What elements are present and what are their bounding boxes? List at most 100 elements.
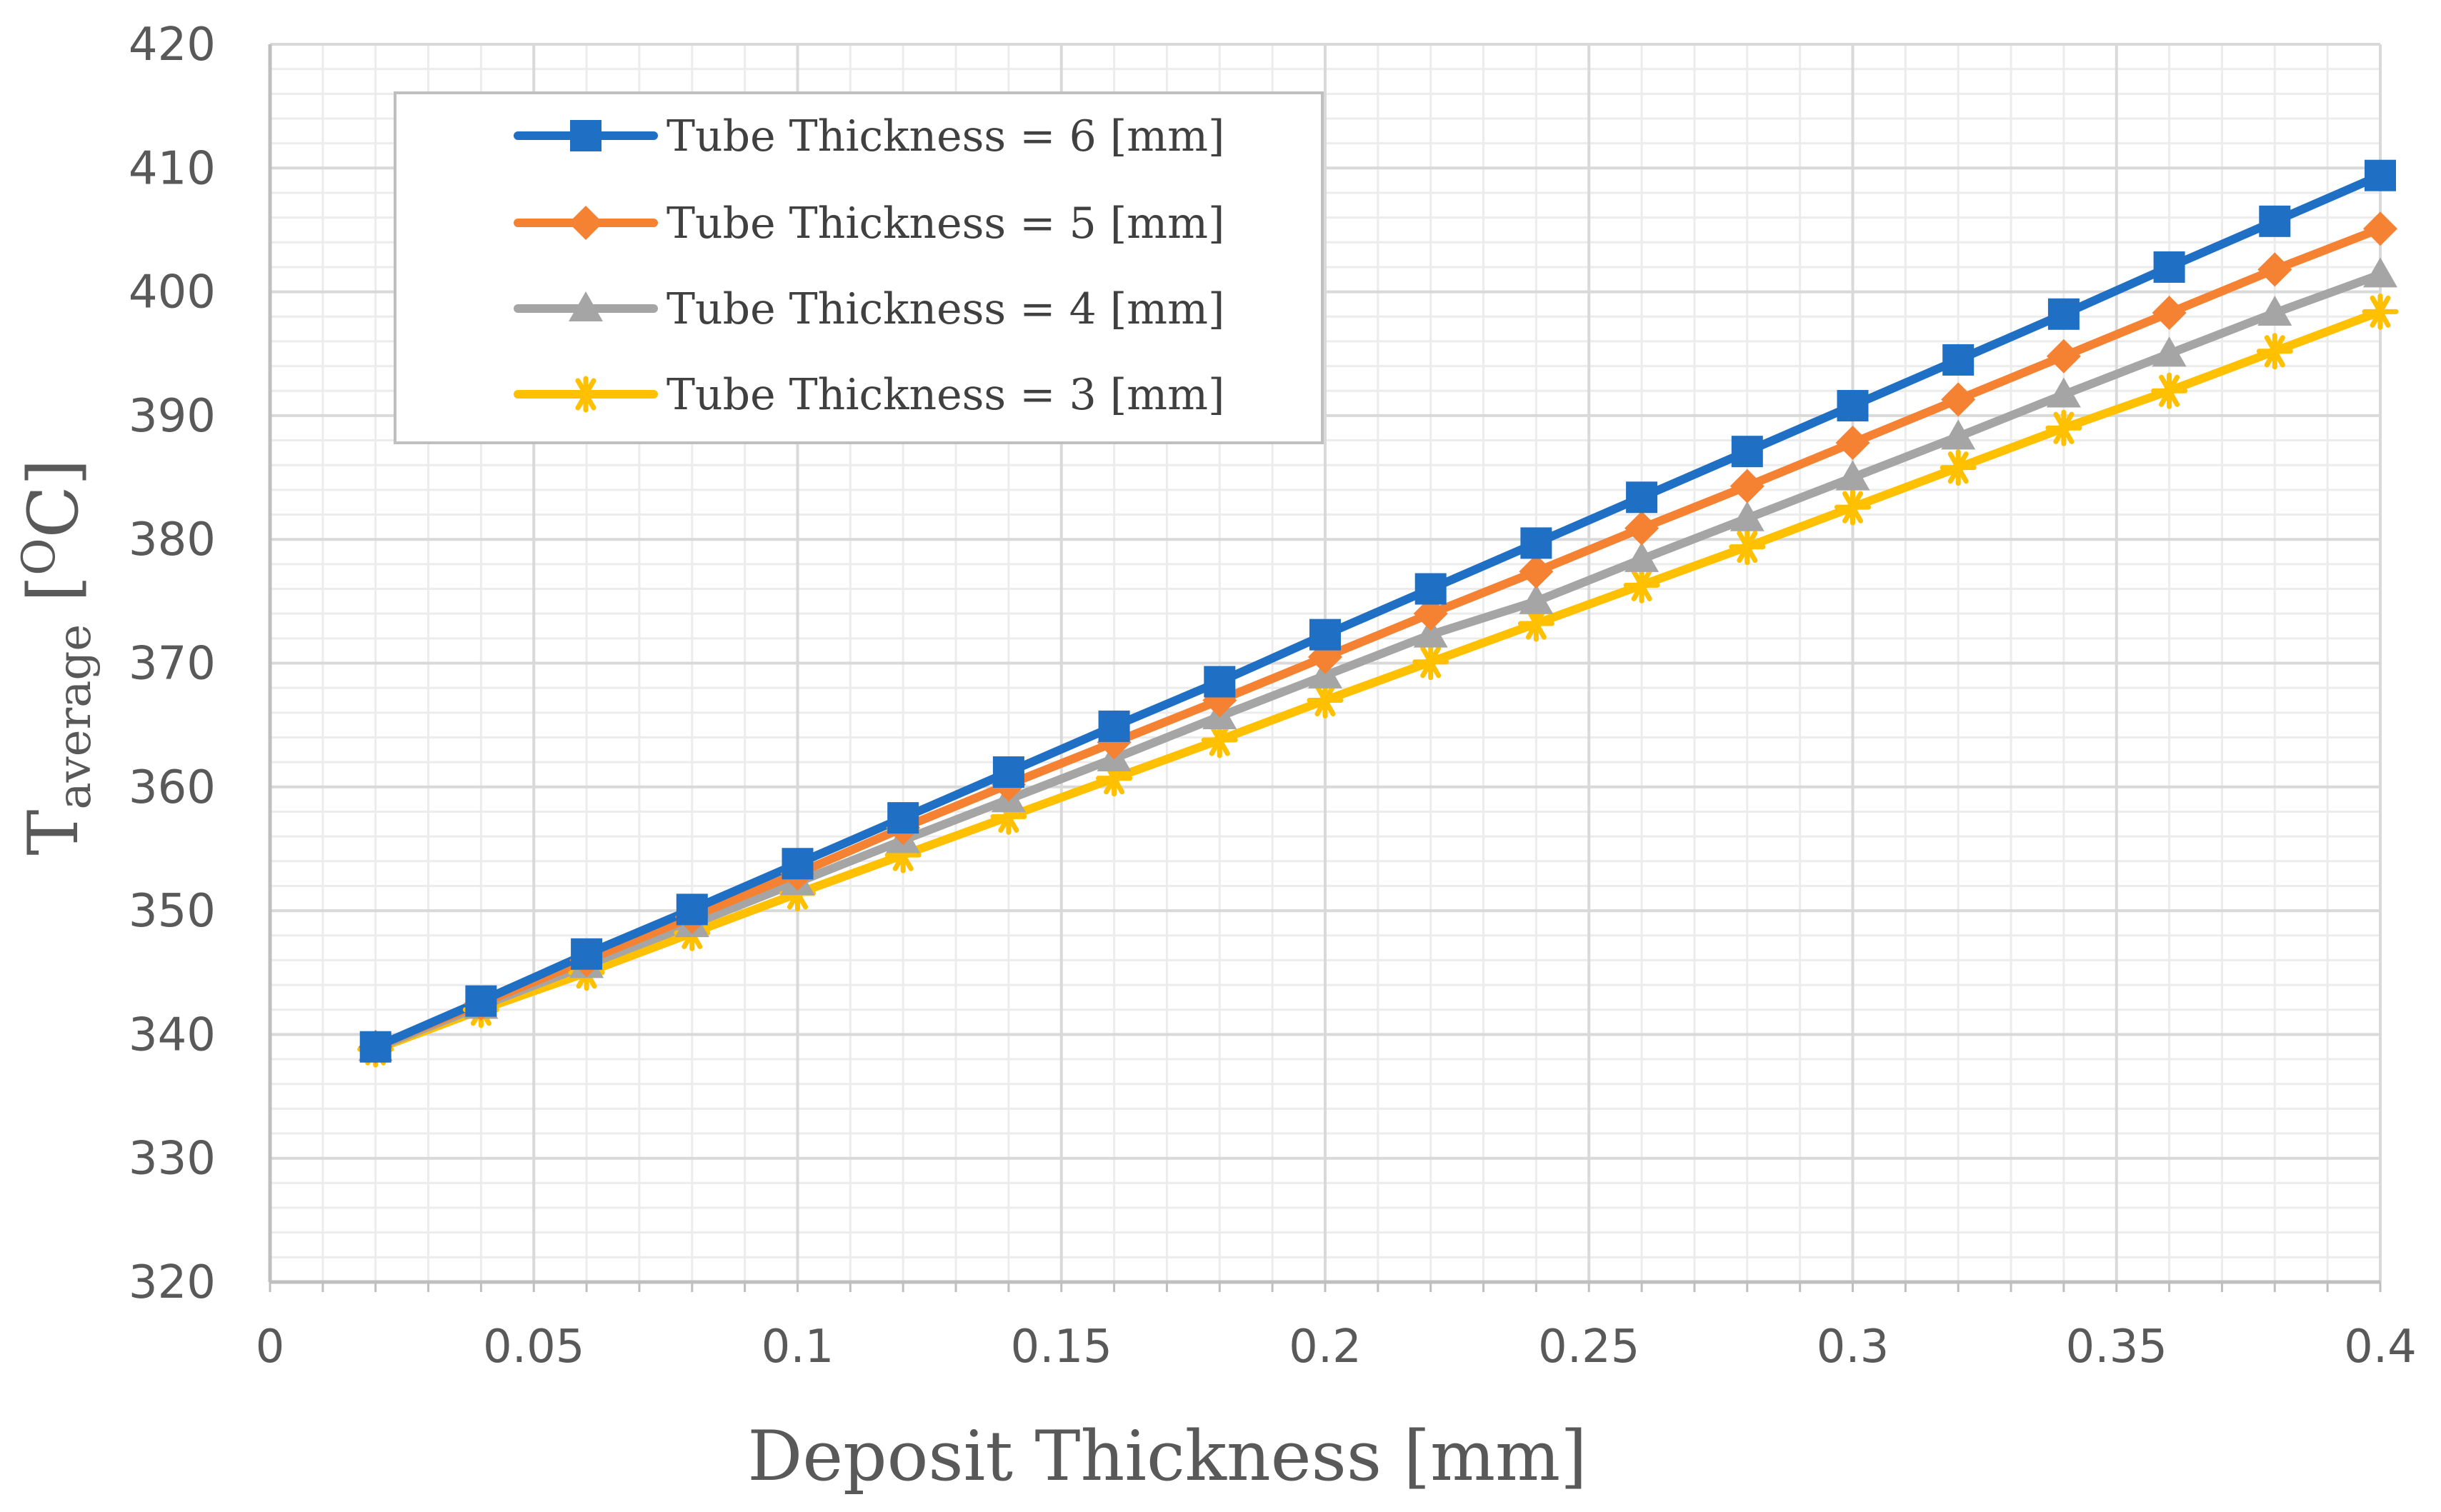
y-axis-title: Taverage [OC] <box>13 459 101 855</box>
y-tick-label: 360 <box>129 761 216 814</box>
data-point-marker <box>2045 409 2082 446</box>
data-point-marker <box>1729 529 1766 566</box>
series-line-1 <box>371 171 2385 1051</box>
data-point-marker <box>2256 333 2293 370</box>
x-tick-label: 0.05 <box>483 1321 585 1373</box>
legend-label: Tube Thickness = 3 [mm] <box>667 370 1224 420</box>
x-tick-label: 0.1 <box>762 1321 834 1373</box>
series-line-3 <box>371 270 2385 1053</box>
data-point-marker <box>1520 527 1552 559</box>
legend-label: Tube Thickness = 5 [mm] <box>667 199 1224 249</box>
x-tick-label: 0 <box>256 1321 285 1373</box>
x-tick-label: 0.4 <box>2344 1321 2417 1373</box>
y-tick-label: 320 <box>129 1256 216 1309</box>
legend-item-3: Tube Thickness = 4 [mm] <box>514 284 1224 334</box>
data-point-marker <box>1201 721 1238 758</box>
y-axis-title-main: T <box>14 810 94 856</box>
data-point-marker <box>1941 419 1976 450</box>
y-tick-label: 330 <box>129 1133 216 1186</box>
legend-swatch-marker <box>570 120 601 151</box>
data-point-marker <box>465 985 497 1017</box>
axes <box>268 44 2382 1292</box>
legend-swatch-marker <box>567 376 604 413</box>
data-point-marker <box>1835 460 1870 491</box>
data-point-marker <box>1307 681 1344 719</box>
data-point-marker <box>1413 596 1448 631</box>
y-axis-title-unit-open: [ <box>14 576 94 624</box>
y-tick-label: 350 <box>129 885 216 938</box>
data-point-marker <box>1412 644 1449 681</box>
data-point-marker <box>1413 617 1448 648</box>
legend-item-1: Tube Thickness = 6 [mm] <box>514 111 1224 161</box>
series-1-markers <box>359 159 2396 1063</box>
data-point-marker <box>2362 293 2399 330</box>
data-point-marker <box>2257 296 2292 326</box>
data-point-marker <box>1731 436 1763 468</box>
y-tick-label: 390 <box>129 390 216 443</box>
data-point-marker <box>2046 377 2081 408</box>
legend-label: Tube Thickness = 6 [mm] <box>667 111 1224 161</box>
y-axis-title-unit-super: O <box>13 538 66 575</box>
data-point-marker <box>2257 252 2292 287</box>
series-line-4 <box>371 307 2385 1054</box>
y-tick-labels: 320 330 340 350 360 370 380 390 400 410 420 <box>129 19 216 1309</box>
data-point-marker <box>1624 541 1659 572</box>
data-point-marker <box>782 848 814 880</box>
data-point-marker <box>1729 469 1764 504</box>
data-point-marker <box>571 938 603 970</box>
data-point-marker <box>1204 666 1236 698</box>
data-point-marker <box>2151 372 2188 409</box>
data-point-marker <box>1835 489 1871 526</box>
data-point-marker <box>1414 573 1447 605</box>
legend-swatch-marker <box>569 291 603 321</box>
x-tick-labels: 0 0.05 0.1 0.15 0.2 0.25 0.3 0.35 0.4 <box>256 1321 2417 1373</box>
x-tick-label: 0.15 <box>1011 1321 1113 1373</box>
data-point-marker <box>2153 251 2185 283</box>
data-point-marker <box>676 893 708 926</box>
data-point-marker <box>1835 426 1870 461</box>
data-point-marker <box>992 756 1024 788</box>
data-point-marker <box>2152 296 2187 331</box>
y-tick-label: 410 <box>129 142 216 195</box>
data-point-marker <box>1626 481 1658 514</box>
data-point-marker <box>1941 382 1976 417</box>
y-axis-title-unit-close: C] <box>14 459 94 538</box>
legend-swatch-marker <box>569 206 603 240</box>
x-tick-label: 0.2 <box>1289 1321 1362 1373</box>
data-point-marker <box>1940 449 1977 486</box>
data-point-marker <box>359 1031 391 1063</box>
data-point-marker <box>1942 344 1975 376</box>
data-point-marker <box>2363 211 2397 246</box>
data-point-marker <box>2152 336 2187 367</box>
data-point-marker <box>2046 339 2081 374</box>
data-point-marker <box>2047 298 2080 330</box>
y-tick-label: 340 <box>129 1008 216 1061</box>
legend-item-2: Tube Thickness = 5 [mm] <box>514 199 1224 249</box>
data-point-marker <box>1309 619 1341 651</box>
series-markers <box>357 159 2399 1068</box>
legend-box <box>394 91 1324 444</box>
data-point-marker <box>1624 511 1659 546</box>
data-point-marker <box>1837 390 1869 422</box>
legend-label: Tube Thickness = 4 [mm] <box>667 284 1224 334</box>
data-point-marker <box>2259 205 2291 237</box>
x-axis-title: Deposit Thickness [mm] <box>747 1416 1587 1496</box>
legend: Tube Thickness = 6 [mm] Tube Thickness = … <box>394 91 1324 444</box>
data-point-marker <box>1519 554 1554 589</box>
y-tick-label: 370 <box>129 638 216 691</box>
data-point-marker <box>1519 584 1554 614</box>
data-point-marker <box>1098 710 1130 742</box>
data-point-marker <box>887 802 919 834</box>
legend-item-4: Tube Thickness = 3 [mm] <box>514 370 1224 420</box>
y-tick-label: 380 <box>129 514 216 566</box>
y-tick-label: 400 <box>129 266 216 319</box>
data-point-marker <box>2363 257 2397 288</box>
x-tick-label: 0.3 <box>1817 1321 1890 1373</box>
data-point-marker <box>1623 566 1660 604</box>
x-tick-label: 0.35 <box>2066 1321 2168 1373</box>
x-tick-label: 0.25 <box>1538 1321 1640 1373</box>
y-tick-label: 420 <box>129 19 216 71</box>
y-axis-title-subscript: average <box>49 624 101 810</box>
